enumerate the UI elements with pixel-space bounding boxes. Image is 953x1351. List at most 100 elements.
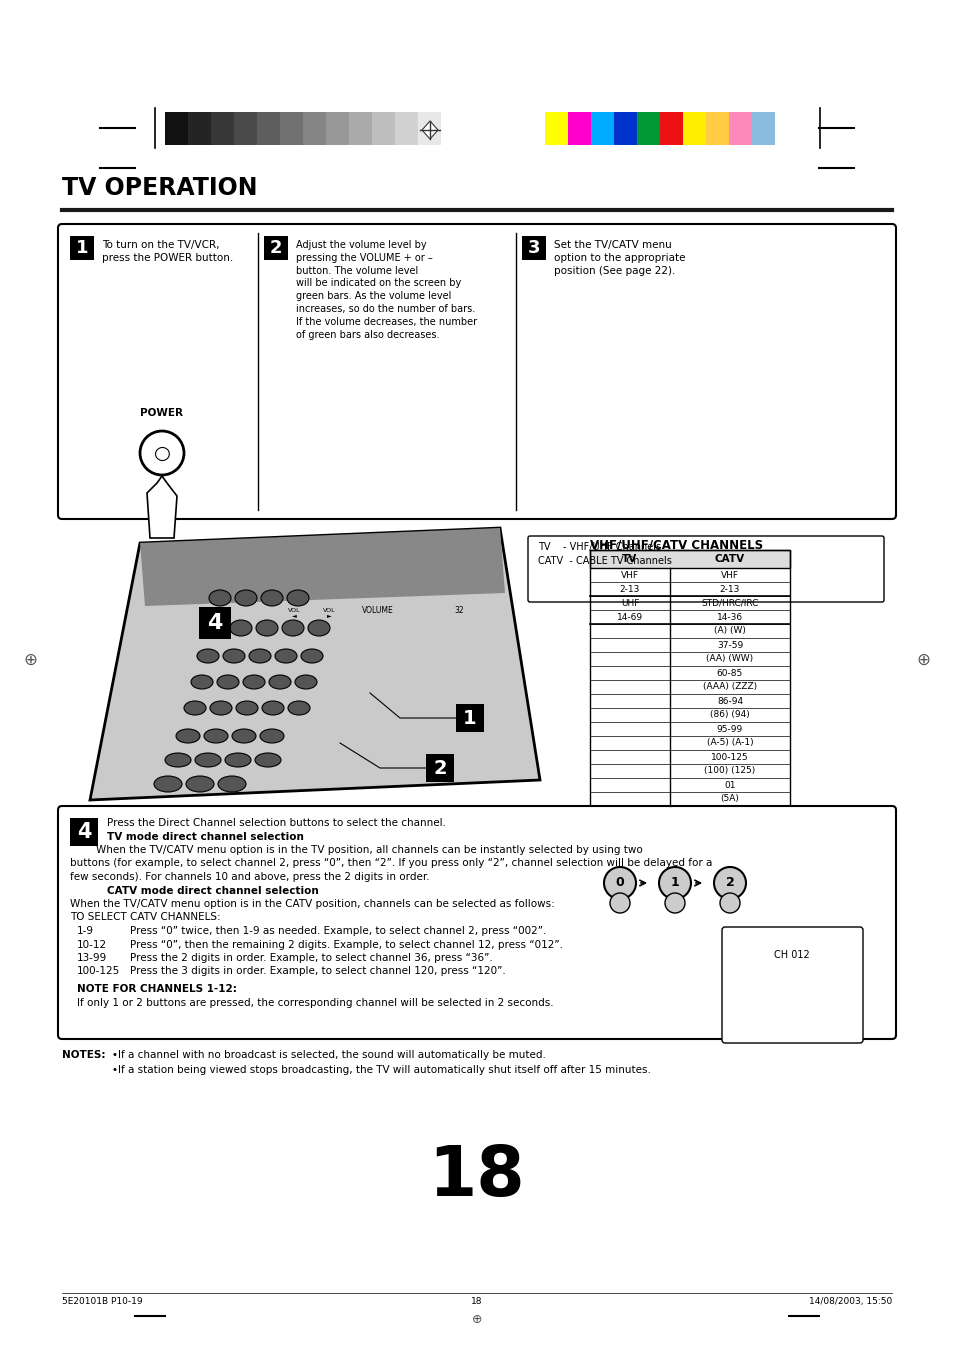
Text: 1: 1 [463,708,476,727]
Ellipse shape [282,620,304,636]
Text: If only 1 or 2 buttons are pressed, the corresponding channel will be selected i: If only 1 or 2 buttons are pressed, the … [77,997,553,1008]
Text: CATV mode direct channel selection: CATV mode direct channel selection [107,885,318,896]
Text: Set the TV/CATV menu
option to the appropriate
position (See page 22).: Set the TV/CATV menu option to the appro… [554,240,685,277]
FancyBboxPatch shape [721,927,862,1043]
Text: STD/HRC/IRC: STD/HRC/IRC [700,598,758,608]
Text: 100-125: 100-125 [77,966,120,977]
Text: 14-36: 14-36 [717,612,742,621]
Polygon shape [147,476,177,538]
Text: Press “0” twice, then 1-9 as needed. Example, to select channel 2, press “002”.: Press “0” twice, then 1-9 as needed. Exa… [130,925,546,936]
Circle shape [278,598,309,628]
Ellipse shape [196,648,219,663]
Circle shape [659,867,690,898]
Ellipse shape [235,701,257,715]
FancyBboxPatch shape [58,224,895,519]
Bar [372,112,395,145]
Circle shape [609,893,629,913]
Ellipse shape [210,701,232,715]
Text: (AA) (WW): (AA) (WW) [706,654,753,663]
Bar [199,607,231,639]
Text: few seconds). For channels 10 and above, press the 2 digits in order.: few seconds). For channels 10 and above,… [70,871,429,882]
Text: 1: 1 [75,239,89,257]
Text: 3: 3 [527,239,539,257]
Bar [303,112,326,145]
Text: ⊕: ⊕ [23,651,37,669]
Ellipse shape [225,753,251,767]
Text: buttons (for example, to select channel 2, press “0”, then “2”. If you press onl: buttons (for example, to select channel … [70,858,712,869]
Text: To turn on the TV/VCR,
press the POWER button.: To turn on the TV/VCR, press the POWER b… [102,240,233,263]
Text: 86-94: 86-94 [717,697,742,705]
Ellipse shape [186,775,213,792]
Text: ○: ○ [153,443,171,462]
Text: UHF: UHF [620,598,639,608]
Ellipse shape [262,701,284,715]
FancyBboxPatch shape [527,536,883,603]
Bar [354,603,474,631]
Text: •If a channel with no broadcast is selected, the sound will automatically be mut: •If a channel with no broadcast is selec… [112,1050,545,1061]
Text: 1-9: 1-9 [77,925,94,936]
Circle shape [720,893,740,913]
Text: 0: 0 [615,877,623,889]
Text: 18: 18 [471,1297,482,1306]
Bar [728,112,751,145]
Text: 95-99: 95-99 [716,724,742,734]
Ellipse shape [301,648,323,663]
Text: 13-99: 13-99 [77,952,107,963]
Text: (86) (94): (86) (94) [709,711,749,720]
Ellipse shape [249,648,271,663]
Bar [590,112,614,145]
Text: TV    - VHF/UHF Channels
CATV  - CABLE TV Channels: TV - VHF/UHF Channels CATV - CABLE TV Ch… [537,542,671,566]
Ellipse shape [232,730,255,743]
Ellipse shape [194,753,221,767]
Bar [705,112,728,145]
Bar [637,112,659,145]
Polygon shape [140,528,504,607]
Ellipse shape [153,775,182,792]
Ellipse shape [287,590,309,607]
Bar [614,112,637,145]
Text: 2: 2 [725,877,734,889]
Bar [280,112,303,145]
Bar [589,550,789,807]
Ellipse shape [274,648,296,663]
Circle shape [314,598,344,628]
Polygon shape [421,122,437,139]
Text: VHF: VHF [620,570,639,580]
Text: TV mode direct channel selection: TV mode direct channel selection [107,831,304,842]
Text: 5E20101B P10-19: 5E20101B P10-19 [62,1297,143,1306]
Ellipse shape [288,701,310,715]
Bar [326,112,349,145]
Text: VHF/UHF/CATV CHANNELS: VHF/UHF/CATV CHANNELS [589,538,762,551]
Text: When the TV/CATV menu option is in the TV position, all channels can be instantl: When the TV/CATV menu option is in the T… [70,844,642,855]
Text: TV: TV [621,554,637,563]
Bar [165,112,188,145]
Ellipse shape [234,590,256,607]
Text: 32: 32 [454,607,463,615]
Text: 2: 2 [433,758,446,777]
Text: TV OPERATION: TV OPERATION [62,176,257,200]
Text: (A) (W): (A) (W) [713,627,745,635]
Ellipse shape [261,590,283,607]
Text: (AAA) (ZZZ): (AAA) (ZZZ) [702,682,757,692]
Text: 4: 4 [207,613,222,634]
Ellipse shape [209,590,231,607]
Ellipse shape [308,620,330,636]
Text: VOL
►: VOL ► [322,608,335,619]
Text: 10-12: 10-12 [77,939,107,950]
Bar [264,236,288,259]
Ellipse shape [254,753,281,767]
Bar [361,617,427,623]
Bar [544,112,567,145]
Ellipse shape [223,648,245,663]
Text: Press the 3 digits in order. Example, to select channel 120, press “120”.: Press the 3 digits in order. Example, to… [130,966,505,977]
Text: Adjust the volume level by
pressing the VOLUME + or –
button. The volume level
w: Adjust the volume level by pressing the … [295,240,476,339]
Ellipse shape [165,753,191,767]
Text: 14/08/2003, 15:50: 14/08/2003, 15:50 [808,1297,891,1306]
Ellipse shape [230,620,252,636]
Circle shape [140,431,184,476]
Bar [395,112,417,145]
Text: NOTE FOR CHANNELS 1-12:: NOTE FOR CHANNELS 1-12: [77,984,236,994]
Text: 14-69: 14-69 [617,612,642,621]
Text: TO SELECT CATV CHANNELS:: TO SELECT CATV CHANNELS: [70,912,220,923]
Ellipse shape [216,676,239,689]
